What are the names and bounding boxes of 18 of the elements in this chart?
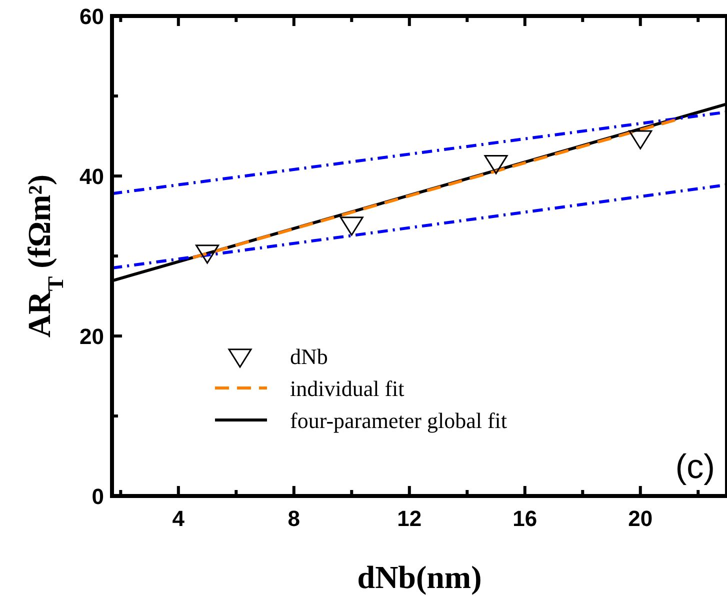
y-tick-label: 0 <box>92 484 104 509</box>
x-tick-label: 12 <box>397 506 422 531</box>
point <box>628 130 652 150</box>
y-tick-label: 40 <box>80 164 104 189</box>
x-tick-label: 8 <box>288 506 300 531</box>
legend-label: four-parameter global fit <box>290 408 508 433</box>
annotation: (c) <box>675 448 715 486</box>
point <box>196 244 220 264</box>
point <box>340 216 364 236</box>
legend-label: dNb <box>290 344 328 369</box>
x-tick-label: 20 <box>628 506 653 531</box>
point <box>484 155 508 174</box>
y-tick-label: 60 <box>80 4 104 29</box>
y-tick-label: 20 <box>80 324 104 349</box>
x-tick-label: 16 <box>512 506 538 531</box>
x-tick-label: 4 <box>172 506 186 531</box>
legend-label: individual fit <box>290 376 404 401</box>
x-axis-title: dNb(nm) <box>357 559 482 595</box>
